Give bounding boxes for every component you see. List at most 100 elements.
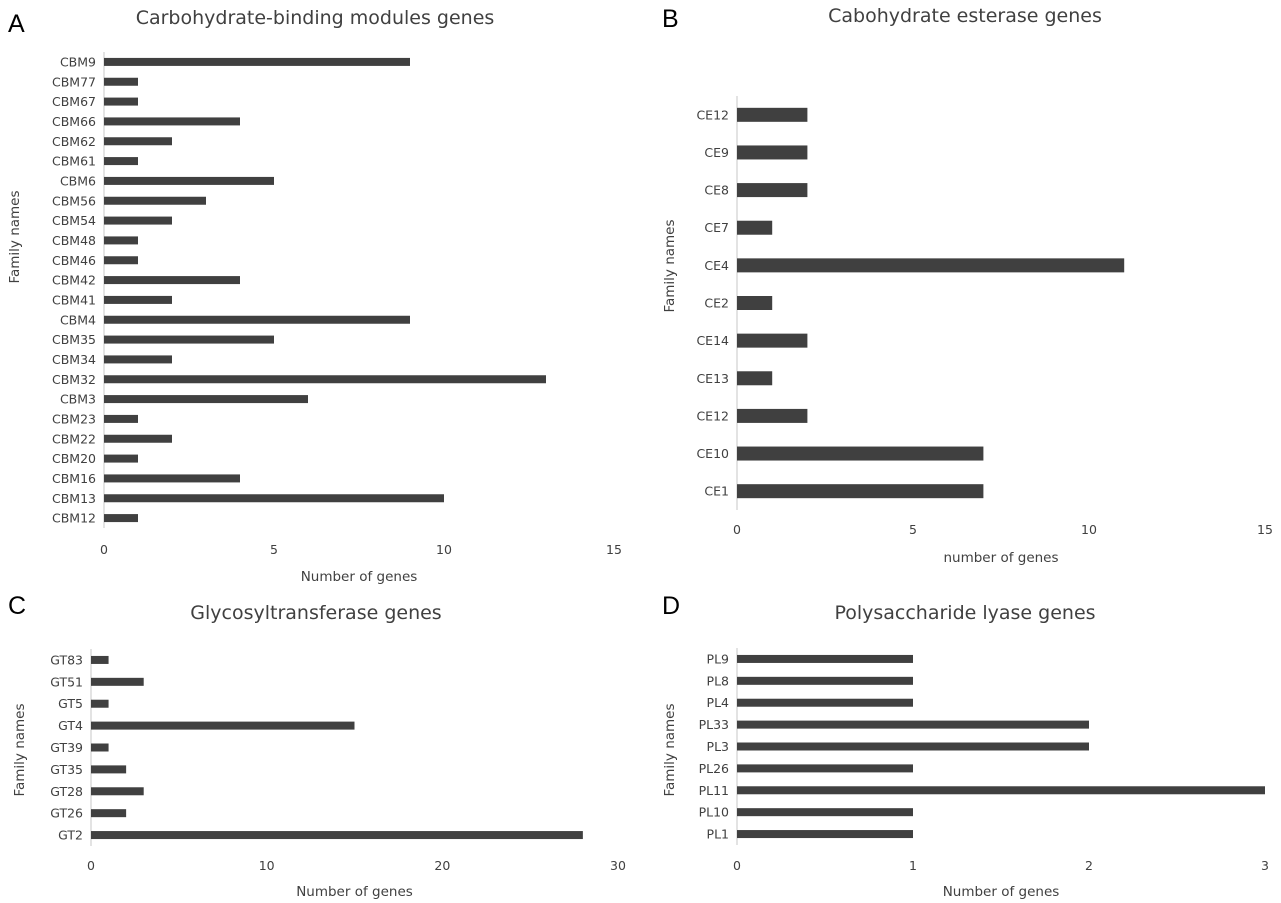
bar-pl33: [737, 720, 1089, 729]
bar-ce1: [737, 484, 984, 499]
bar-gt51: [91, 677, 144, 686]
bar-ce13: [737, 371, 773, 386]
y-tick-label: CBM66: [52, 114, 96, 129]
y-tick-label: CE10: [696, 446, 729, 461]
bar-gt2: [91, 831, 583, 840]
y-tick-label: PL11: [699, 783, 729, 798]
x-tick-label: 20: [434, 858, 450, 873]
bar-cbm16: [104, 474, 240, 483]
y-axis-label: Family names: [662, 703, 678, 796]
y-tick-label: CBM4: [60, 312, 96, 327]
y-tick-label: GT39: [50, 740, 83, 755]
y-axis-label: Family names: [7, 190, 23, 283]
bar-ce10: [737, 446, 984, 461]
y-tick-label: PL10: [699, 805, 729, 820]
bar-cbm3: [104, 395, 308, 404]
x-tick-label: 0: [87, 858, 95, 873]
bar-cbm66: [104, 117, 240, 126]
y-tick-label: CBM3: [60, 392, 96, 407]
bar-cbm22: [104, 434, 172, 443]
bar-cbm35: [104, 335, 274, 344]
bar-ce2: [737, 296, 773, 310]
bar-cbm56: [104, 196, 206, 205]
panel-letter: A: [8, 10, 25, 38]
y-tick-label: CBM54: [52, 213, 96, 228]
y-tick-label: PL26: [699, 761, 729, 776]
y-tick-label: CBM9: [60, 54, 96, 69]
bar-cbm77: [104, 77, 138, 86]
bar-gt28: [91, 787, 144, 796]
bar-gt39: [91, 743, 109, 752]
chart-title: Glycosyltransferase genes: [190, 602, 441, 624]
bar-pl3: [737, 742, 1089, 751]
y-tick-label: PL33: [699, 717, 729, 732]
x-tick-label: 3: [1261, 858, 1269, 873]
x-tick-label: 10: [436, 542, 452, 557]
y-tick-label: CE12: [696, 107, 729, 122]
bar-gt4: [91, 721, 355, 730]
y-tick-label: CBM23: [52, 411, 96, 426]
bar-cbm34: [104, 355, 172, 364]
x-tick-label: 5: [270, 542, 278, 557]
panel-letter: B: [662, 5, 679, 33]
bar-cbm62: [104, 137, 172, 146]
bar-cbm20: [104, 454, 138, 463]
y-axis-label: Family names: [662, 219, 678, 312]
bar-cbm46: [104, 256, 138, 265]
bar-cbm54: [104, 216, 172, 225]
y-tick-label: CBM12: [52, 511, 96, 526]
bar-cbm4: [104, 315, 410, 324]
y-axis-label: Family names: [12, 703, 28, 796]
x-tick-label: 15: [1257, 522, 1273, 537]
bar-cbm6: [104, 176, 274, 185]
y-tick-label: CBM61: [52, 154, 96, 169]
y-tick-label: PL1: [707, 827, 729, 842]
bar-gt26: [91, 809, 127, 818]
y-tick-label: CBM46: [52, 253, 96, 268]
bar-pl1: [737, 830, 913, 839]
chart-panel-d: D Polysaccharide lyase genesPL9PL8PL4PL33…: [662, 592, 1269, 900]
bar-cbm9: [104, 57, 410, 66]
y-tick-label: CBM48: [52, 233, 96, 248]
y-tick-label: PL3: [707, 739, 729, 754]
bar-cbm32: [104, 375, 546, 384]
x-axis-label: number of genes: [943, 550, 1058, 566]
bar-cbm41: [104, 295, 172, 304]
y-tick-label: CBM62: [52, 134, 96, 149]
y-tick-label: CBM35: [52, 332, 96, 347]
y-tick-label: GT51: [50, 674, 83, 689]
x-axis-label: Number of genes: [301, 569, 418, 585]
bar-pl8: [737, 676, 913, 685]
bar-cbm61: [104, 157, 138, 166]
y-tick-label: CBM42: [52, 273, 96, 288]
bar-pl9: [737, 654, 913, 663]
chart-panel-a: A Carbohydrate-binding modules genes CBM9 C…: [7, 7, 622, 585]
x-tick-label: 1: [909, 858, 917, 873]
bar-cbm48: [104, 236, 138, 245]
y-tick-label: CE9: [704, 145, 729, 160]
x-tick-label: 0: [100, 542, 108, 557]
x-tick-label: 10: [259, 858, 275, 873]
chart-panel-b: B Cabohydrate esterase genes CE12 CE9 CE8 CE7…: [662, 5, 1273, 566]
bar-ce12: [737, 107, 808, 122]
y-tick-label: CE7: [704, 220, 729, 235]
panel-letter: C: [8, 592, 26, 620]
bar-gt83: [91, 655, 109, 664]
x-tick-label: 0: [733, 522, 741, 537]
bar-ce12: [737, 408, 808, 423]
bar-cbm67: [104, 97, 138, 106]
y-tick-label: CBM32: [52, 372, 96, 387]
bar-ce14: [737, 333, 808, 348]
y-tick-label: CBM41: [52, 292, 96, 307]
y-tick-label: GT5: [58, 696, 83, 711]
y-tick-label: GT83: [50, 652, 83, 667]
y-tick-label: CBM67: [52, 94, 96, 109]
y-tick-label: GT4: [58, 718, 83, 733]
bar-gt5: [91, 699, 109, 708]
bar-pl10: [737, 808, 913, 817]
x-axis-label: Number of genes: [943, 884, 1060, 900]
bar-ce8: [737, 183, 808, 198]
y-tick-label: CBM6: [60, 173, 96, 188]
y-tick-label: GT35: [50, 762, 83, 777]
